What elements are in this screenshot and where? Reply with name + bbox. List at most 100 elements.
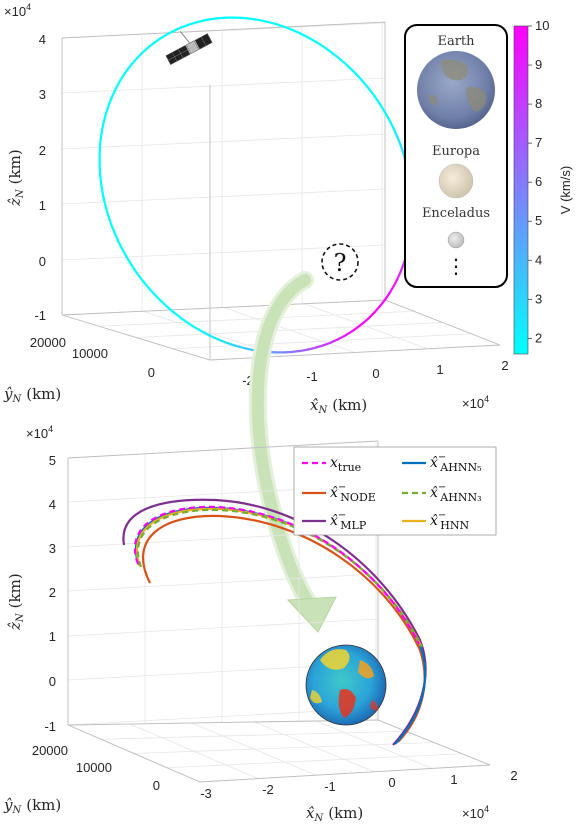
orbit-segment: [159, 33, 169, 40]
bottom-z-tick: 5: [49, 453, 56, 468]
geoid-earth-icon: [305, 644, 387, 726]
orbit-segment: [314, 40, 325, 48]
bottom-trajectories: [122, 498, 427, 746]
orbit-segment: [388, 285, 395, 295]
bottom-z-tick: -1: [44, 719, 56, 734]
orbit-segment: [130, 264, 139, 275]
orbit-segment: [392, 278, 399, 288]
orbit-segment: [110, 223, 116, 235]
legend: xtrue x̂− AHNN₅ x̂− NODE x̂− AHNN₃ x̂− MLP x̂− HNN: [293, 446, 497, 536]
bottom-y-tick: 0: [153, 778, 160, 793]
bottom-grid-line: [166, 753, 463, 769]
orbit-segment: [299, 32, 310, 39]
orbit-segment: [388, 119, 395, 130]
top-grid-line: [61, 188, 386, 205]
satellite-icon: [165, 30, 213, 65]
orbit-segment: [141, 46, 150, 54]
orbit-segment: [307, 346, 317, 351]
orbit-segment: [121, 248, 129, 259]
bottom-x-tick: 1: [450, 772, 457, 787]
bottom-z-tick: 4: [49, 497, 56, 512]
orbit-segment: [180, 23, 190, 29]
orbit-segment: [396, 270, 402, 281]
orbit-segment: [125, 256, 133, 267]
top-x-tick: -1: [306, 369, 318, 384]
orbit-segment: [299, 348, 310, 352]
bottom-x-tick: 0: [388, 775, 395, 790]
bottom-x-tick: -2: [262, 782, 274, 797]
orbit-segment: [113, 232, 120, 243]
orbit-segment: [117, 240, 124, 251]
orbit-segment: [113, 82, 120, 92]
bottom-z-tick: 2: [49, 585, 56, 600]
colorbar-tick-label: 5: [535, 213, 542, 228]
orbit-segment: [258, 19, 270, 24]
orbit-segment: [291, 349, 302, 353]
top-x-tick: 2: [501, 358, 508, 373]
orbit-segment: [210, 17, 221, 21]
orbit-segment: [322, 45, 332, 53]
top-z-axis-label: ẑN(km): [6, 149, 26, 207]
colorbar-tick-label: 3: [535, 291, 542, 306]
orbit-segment: [226, 342, 237, 347]
top-panel-3d-axes: 4 3 2 1 0 -1 ×104 ẑN(km) 20000 10000 0 ŷ…: [3, 2, 573, 416]
orbit-segment: [166, 305, 176, 314]
orbit-segment: [104, 104, 110, 115]
top-z-tick: 0: [39, 254, 46, 269]
bottom-grid-line: [191, 722, 317, 776]
top-grid-line: [61, 77, 386, 94]
orbit-segment: [180, 317, 190, 325]
bottom-grid-line: [67, 618, 379, 637]
orbit-segment: [104, 206, 110, 218]
orbit-segment: [356, 74, 365, 84]
body-label-earth: Earth: [437, 34, 475, 49]
bottom-grid-line: [253, 721, 375, 773]
top-grid-line: [223, 307, 356, 353]
orbit-segment: [121, 69, 129, 79]
orbit-segment: [283, 25, 294, 32]
orbit-segment: [368, 88, 377, 98]
transition-arrow: [248, 271, 337, 633]
orbit-segment: [210, 335, 221, 342]
bottom-z-axis-label: ẑN(km): [6, 573, 26, 631]
orbit-segment: [379, 298, 387, 307]
bottom-z-tick: 3: [49, 541, 56, 556]
orbit-segment: [202, 331, 213, 338]
orbit-segment: [275, 23, 286, 28]
top-grid-line: [304, 303, 428, 350]
bottom-x-exponent: ×104: [462, 804, 489, 821]
orbit-segment: [267, 20, 278, 26]
top-y-ticks: 20000 10000 0: [30, 335, 155, 380]
top-grid-line: [61, 133, 386, 150]
orbit-segment: [234, 344, 245, 350]
orbit-segment: [329, 338, 339, 344]
orbit-segment: [362, 81, 371, 91]
orbit-segment: [147, 41, 156, 49]
top-x-tick: 1: [436, 362, 443, 377]
colorbar-tick-label: 2: [535, 330, 542, 345]
unknown-body-marker: ?: [321, 243, 359, 281]
orbit-segment: [343, 330, 353, 337]
bottom-z-tick: 1: [49, 629, 56, 644]
orbit-segment: [117, 75, 124, 85]
orbit-segment: [99, 180, 104, 192]
orbit-segment: [159, 299, 169, 309]
bottom-y-tick: 10000: [76, 760, 112, 775]
orbit-segment: [173, 26, 183, 32]
orbit-segment: [187, 21, 198, 26]
top-axes-box: [61, 21, 501, 361]
top-z-tick: 2: [39, 143, 46, 158]
orbit-segment: [343, 61, 353, 71]
body-label-europa: Europa: [432, 144, 480, 159]
orbit-segment: [195, 19, 205, 24]
orbit-segment: [107, 97, 113, 107]
bottom-z-exponent: ×104: [26, 424, 53, 441]
bottom-y-ticks: 20000 10000 0: [32, 743, 160, 793]
orbit-segment: [362, 316, 371, 324]
colorbar-tick-label: 8: [535, 96, 542, 111]
top-y-axis-label: ŷN (km): [3, 385, 61, 405]
bottom-x-tick: -3: [200, 786, 212, 801]
orbit-segment: [173, 311, 183, 320]
orbit-segment: [153, 37, 162, 44]
orbit-segment: [396, 135, 402, 147]
